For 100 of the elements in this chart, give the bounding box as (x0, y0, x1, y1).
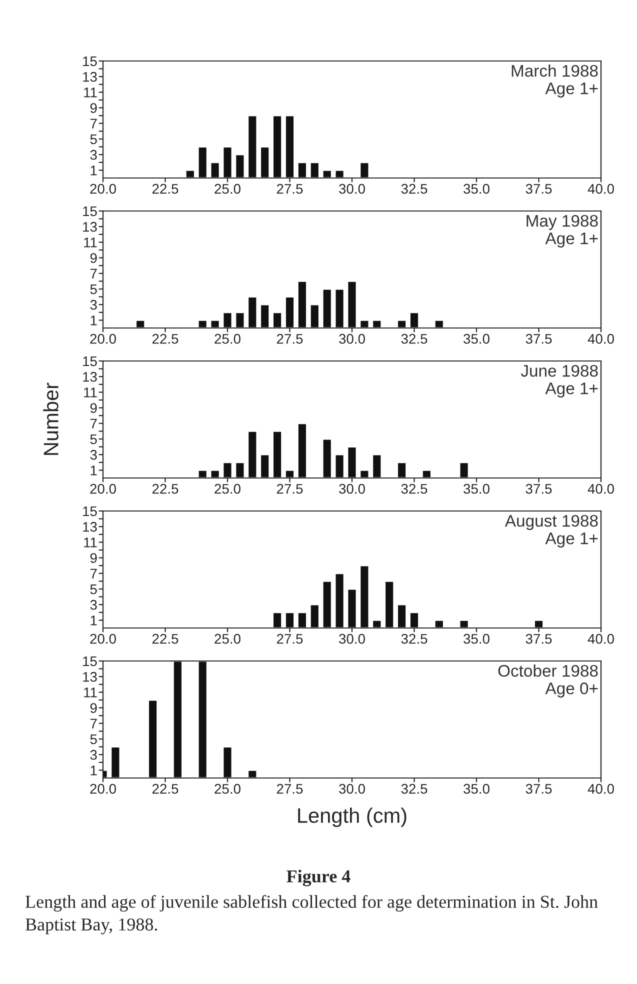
bar (309, 604, 320, 628)
bar (172, 661, 183, 778)
x-tick-label: 32.5 (401, 184, 428, 194)
x-tick-label: 35.0 (464, 634, 490, 644)
y-axis-title: Number (43, 382, 58, 455)
bar (434, 620, 444, 628)
bar (222, 146, 233, 178)
bar (409, 612, 420, 628)
bar (110, 746, 121, 778)
x-tick-label: 25.0 (214, 784, 240, 794)
bar (247, 770, 258, 778)
y-tick-label: 5 (90, 734, 97, 744)
y-tick-label: 15 (83, 356, 97, 366)
bar (222, 312, 233, 328)
y-tick-label: 9 (90, 553, 97, 563)
bar (222, 746, 233, 778)
bar (234, 154, 246, 178)
bar (322, 438, 332, 478)
x-tick-label: 37.5 (526, 334, 552, 344)
bar (222, 462, 233, 478)
bar (434, 320, 444, 328)
x-tick-label: 40.0 (588, 334, 614, 344)
bar (422, 470, 432, 478)
y-tick-label: 1 (90, 466, 97, 476)
x-tick-label: 27.5 (276, 634, 303, 644)
x-tick-label: 37.5 (526, 484, 552, 494)
bar (346, 280, 358, 328)
y-tick-label: 15 (83, 206, 97, 216)
y-tick-label: 9 (90, 403, 97, 413)
bar (297, 612, 308, 628)
bar (372, 320, 382, 328)
x-tick-label: 35.0 (464, 184, 490, 194)
bar (210, 470, 220, 478)
x-tick-label: 20.0 (90, 184, 116, 194)
x-tick-label: 37.5 (526, 634, 552, 644)
x-tick-label: 32.5 (401, 784, 428, 794)
x-tick-label: 25.0 (214, 484, 240, 494)
y-tick-label: 5 (90, 584, 97, 594)
y-tick-label: 9 (90, 703, 97, 713)
bar (247, 114, 258, 178)
x-tick-label: 30.0 (339, 484, 365, 494)
bar (359, 564, 370, 628)
x-tick-label: 25.0 (214, 334, 240, 344)
y-tick-label: 7 (90, 718, 97, 728)
annotation: Age 1+ (545, 82, 598, 98)
bar (359, 470, 370, 478)
x-tick-label: 25.0 (214, 184, 240, 194)
bar (184, 170, 196, 178)
y-tick-label: 13 (83, 522, 97, 532)
y-tick-label: 11 (84, 238, 97, 248)
bar (372, 620, 382, 628)
x-tick-label: 40.0 (588, 784, 614, 794)
x-tick-label: 30.0 (339, 634, 365, 644)
x-axis-title: Length (cm) (298, 808, 406, 828)
y-tick-label: 11 (84, 388, 97, 398)
bar (272, 114, 282, 178)
y-tick-label: 5 (90, 134, 97, 144)
x-tick-label: 40.0 (588, 484, 614, 494)
y-tick-label: 13 (83, 72, 97, 82)
annotation: Age 0+ (545, 682, 598, 698)
bar (284, 612, 295, 628)
y-tick-label: 13 (83, 372, 97, 382)
x-tick-label: 22.5 (152, 634, 178, 644)
caption: Figure 4 (286, 870, 350, 886)
x-tick-label: 27.5 (276, 484, 303, 494)
bar (284, 114, 295, 178)
y-tick-label: 1 (90, 766, 97, 776)
bar (272, 312, 282, 328)
annotation: May 1988 (526, 214, 598, 230)
y-tick-label: 15 (83, 56, 97, 66)
bar (197, 146, 208, 178)
x-tick-label: 37.5 (526, 184, 552, 194)
annotation: August 1988 (504, 514, 598, 530)
y-tick-label: 13 (83, 672, 97, 682)
bar (322, 580, 332, 628)
bar (334, 572, 345, 628)
x-tick-label: 30.0 (339, 334, 365, 344)
bar (247, 430, 258, 478)
y-tick-label: 15 (83, 656, 97, 666)
x-tick-label: 22.5 (152, 184, 178, 194)
y-tick-label: 3 (90, 300, 97, 310)
x-tick-label: 22.5 (152, 484, 178, 494)
x-tick-label: 40.0 (588, 634, 614, 644)
y-tick-label: 9 (90, 103, 97, 113)
x-tick-label: 37.5 (526, 784, 552, 794)
x-tick-label: 20.0 (90, 484, 116, 494)
x-tick-label: 32.5 (401, 634, 428, 644)
x-tick-label: 35.0 (464, 784, 490, 794)
bar (372, 454, 382, 478)
y-tick-label: 9 (90, 253, 97, 263)
bar (197, 470, 208, 478)
bar (260, 454, 270, 478)
x-tick-label: 22.5 (152, 784, 178, 794)
x-tick-label: 32.5 (401, 334, 428, 344)
x-tick-label: 20.0 (90, 634, 116, 644)
bar (260, 146, 270, 178)
y-tick-label: 1 (90, 316, 97, 326)
y-tick-label: 5 (90, 434, 97, 444)
annotation: October 1988 (498, 664, 598, 677)
bar (458, 462, 470, 478)
